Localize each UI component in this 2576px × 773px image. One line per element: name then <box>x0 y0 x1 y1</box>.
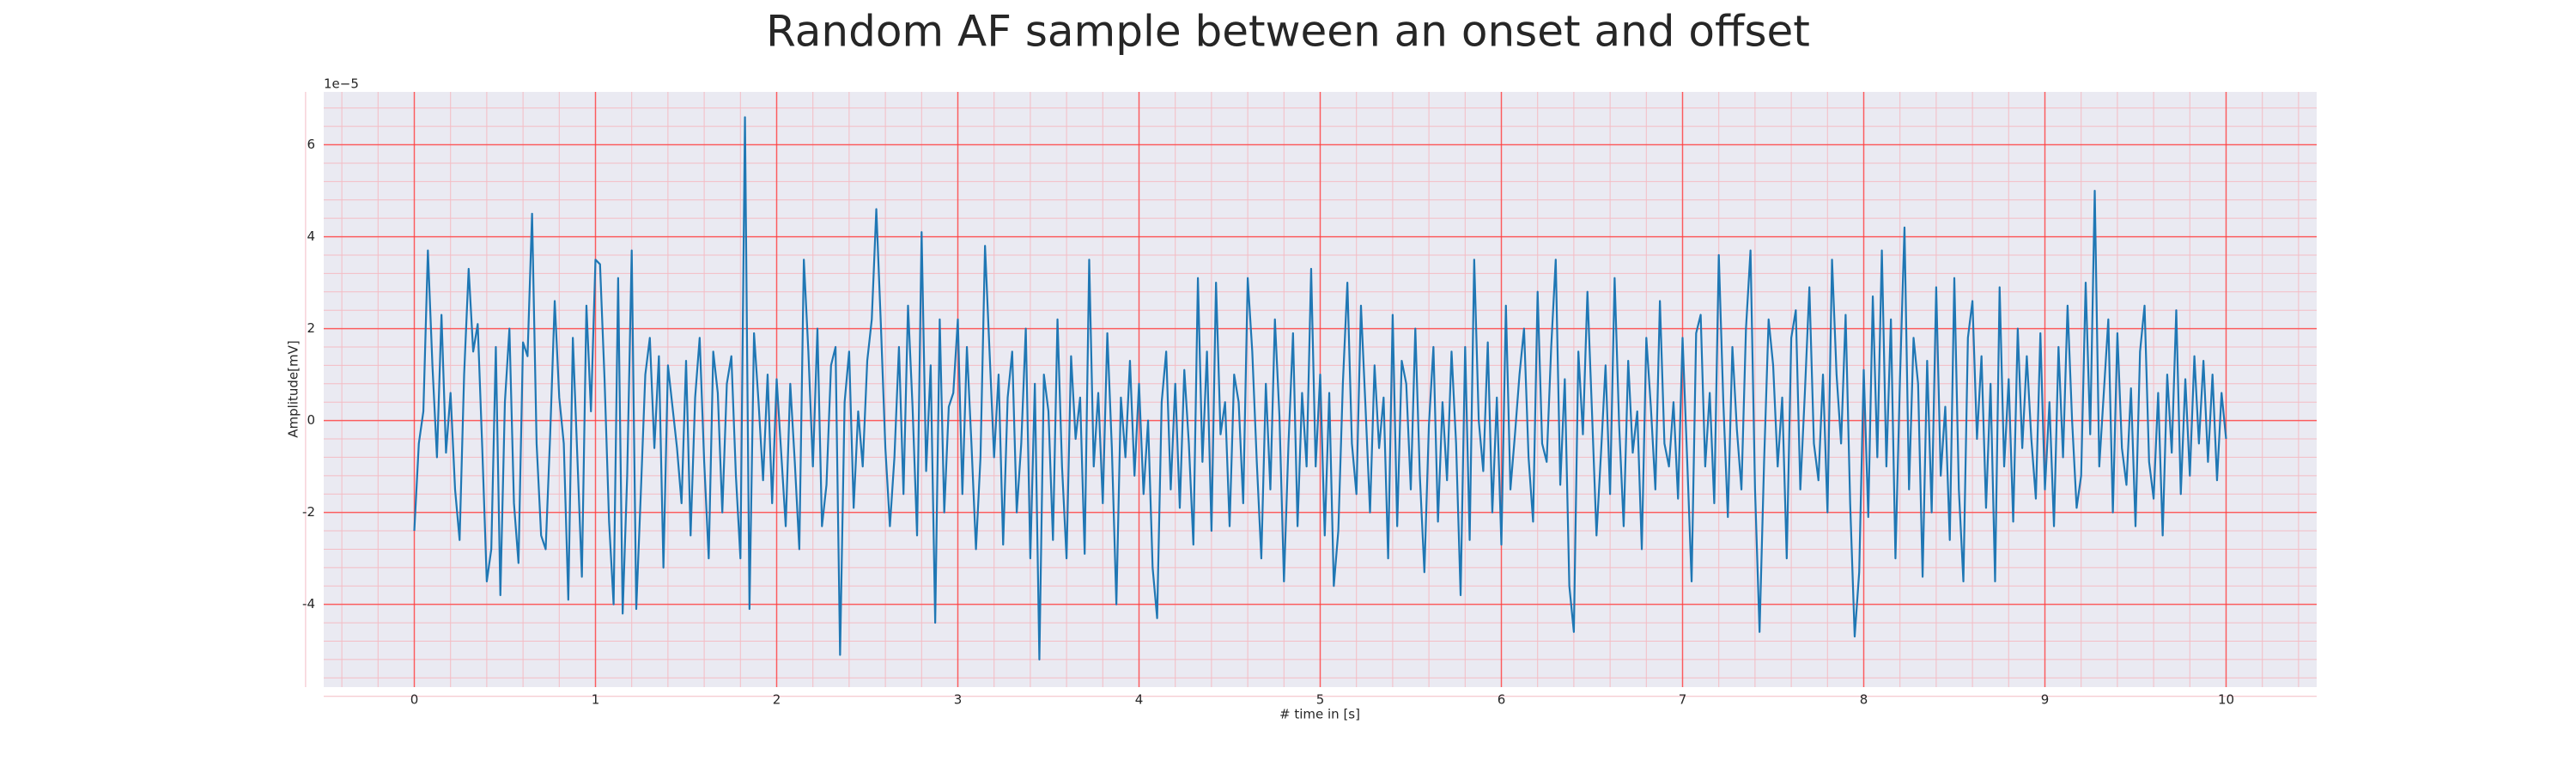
y-tick-label: 4 <box>307 228 315 244</box>
x-tick-label: 6 <box>1498 692 1506 708</box>
x-tick-label: 10 <box>2218 692 2234 708</box>
x-tick-label: 2 <box>773 692 781 708</box>
y-axis-label: Amplitude[mV] <box>286 340 301 437</box>
y-tick-label: -4 <box>302 596 315 612</box>
x-tick-label: 8 <box>1860 692 1868 708</box>
x-tick-label: 4 <box>1135 692 1144 708</box>
data-line <box>413 116 2227 660</box>
y-tick-label: 0 <box>307 412 315 428</box>
y-tick-label: 2 <box>307 320 315 336</box>
x-tick-label: 9 <box>2041 692 2050 708</box>
y-tick-label: 6 <box>307 137 315 152</box>
y-tick-label: -2 <box>302 504 315 520</box>
y-offset-label: 1e−5 <box>324 76 359 92</box>
x-tick-label: 0 <box>410 692 419 708</box>
x-tick-label: 3 <box>954 692 963 708</box>
chart-title: Random AF sample between an onset and of… <box>766 7 1810 57</box>
x-tick-label: 7 <box>1679 692 1687 708</box>
x-tick-label: 5 <box>1316 692 1325 708</box>
x-axis-label: # time in [s] <box>1279 707 1360 722</box>
x-tick-label: 1 <box>592 692 600 708</box>
